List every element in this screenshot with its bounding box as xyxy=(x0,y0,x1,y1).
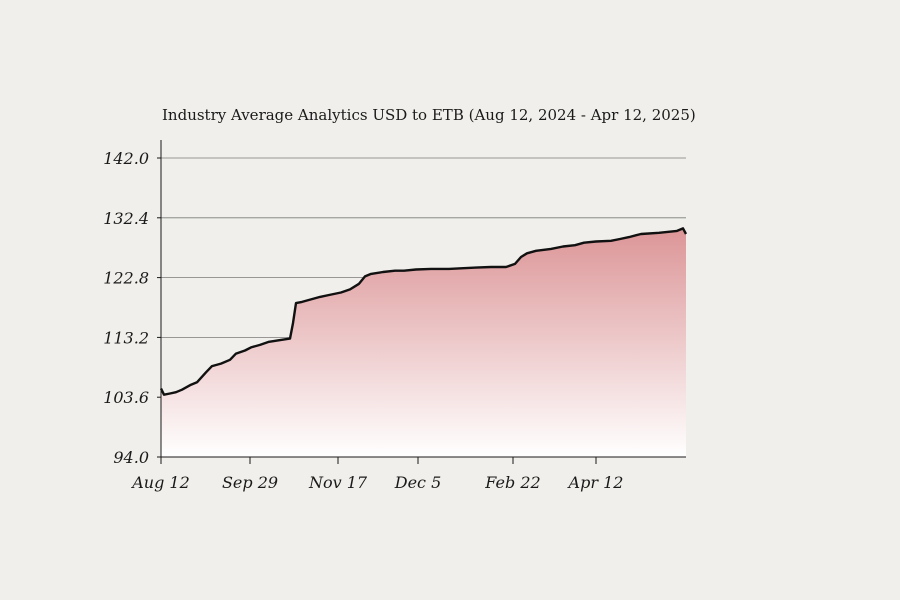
y-tick-label: 122.8 xyxy=(103,269,149,288)
x-tick-label: Feb 22 xyxy=(484,473,540,492)
x-tick-label: Apr 12 xyxy=(567,473,624,492)
series-line xyxy=(159,227,688,396)
x-tick-label: Sep 29 xyxy=(222,473,278,492)
y-tick-label: 132.4 xyxy=(103,209,149,228)
x-tick-label: Aug 12 xyxy=(130,473,190,492)
y-axis-ticks: 142.0 132.4 122.8 113.2 103.6 94.0 xyxy=(103,149,161,467)
x-tick-label: Dec 5 xyxy=(394,473,442,492)
y-tick-label: 103.6 xyxy=(103,388,149,407)
x-tick-label: Nov 17 xyxy=(308,473,368,492)
x-axis-ticks: Aug 12 Sep 29 Nov 17 Dec 5 Feb 22 Apr 12 xyxy=(130,457,623,492)
chart-title: Industry Average Analytics USD to ETB (A… xyxy=(162,106,696,124)
area-fill xyxy=(161,228,686,457)
y-tick-label: 94.0 xyxy=(113,448,149,467)
y-tick-label: 142.0 xyxy=(103,149,149,168)
y-tick-label: 113.2 xyxy=(103,328,149,347)
